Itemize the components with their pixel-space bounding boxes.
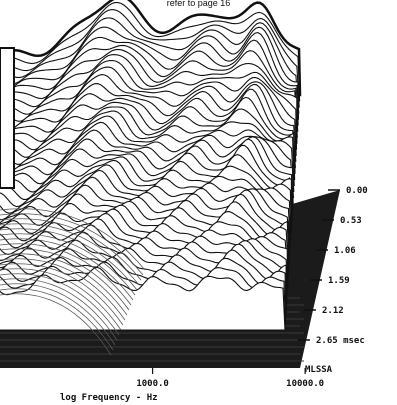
x-axis-label: log Frequency - Hz xyxy=(60,393,158,403)
method-label: MLSSA xyxy=(305,365,333,375)
time-tick-label: 1.06 xyxy=(334,246,356,256)
mound-contour xyxy=(0,263,124,326)
overlay-group xyxy=(0,47,146,356)
x-tick-label: 10000.0 xyxy=(286,379,324,389)
time-tick-label: 2.65 msec xyxy=(316,336,365,346)
time-axis: 0.00 0.53 1.06 1.59 2.12 2.65 msec MLSSA xyxy=(298,186,368,375)
header-note: refer to page 16 xyxy=(166,0,231,8)
time-tick-label: 2.12 xyxy=(322,306,344,316)
mound-contour xyxy=(0,223,140,286)
mound-contour xyxy=(0,228,138,291)
mound-contour xyxy=(0,233,136,296)
mound-contour xyxy=(0,283,116,346)
mound-contour xyxy=(0,243,132,306)
mound-contour xyxy=(0,238,134,301)
mound-contour xyxy=(0,218,142,281)
time-tick-label: 0.53 xyxy=(340,216,362,226)
time-tick-label: 1.59 xyxy=(328,276,350,286)
overlay-frame xyxy=(0,47,15,189)
mound-contour xyxy=(0,248,130,311)
mound-contour xyxy=(0,213,144,276)
frequency-axis: 1000.0 10000.0 log Frequency - Hz xyxy=(60,368,324,403)
mound-contour xyxy=(0,278,118,341)
slice-group xyxy=(0,0,302,331)
mound-contour xyxy=(0,258,126,321)
time-tick-label: 0.00 xyxy=(346,186,368,196)
mound-contour xyxy=(0,208,146,271)
mound-contour xyxy=(0,288,114,351)
mound-contour xyxy=(0,268,122,331)
mound-contour xyxy=(0,293,112,356)
time-slice xyxy=(0,266,286,331)
mound-contour xyxy=(0,253,128,316)
x-tick-label: 1000.0 xyxy=(136,379,169,389)
mound-contour xyxy=(0,273,120,336)
